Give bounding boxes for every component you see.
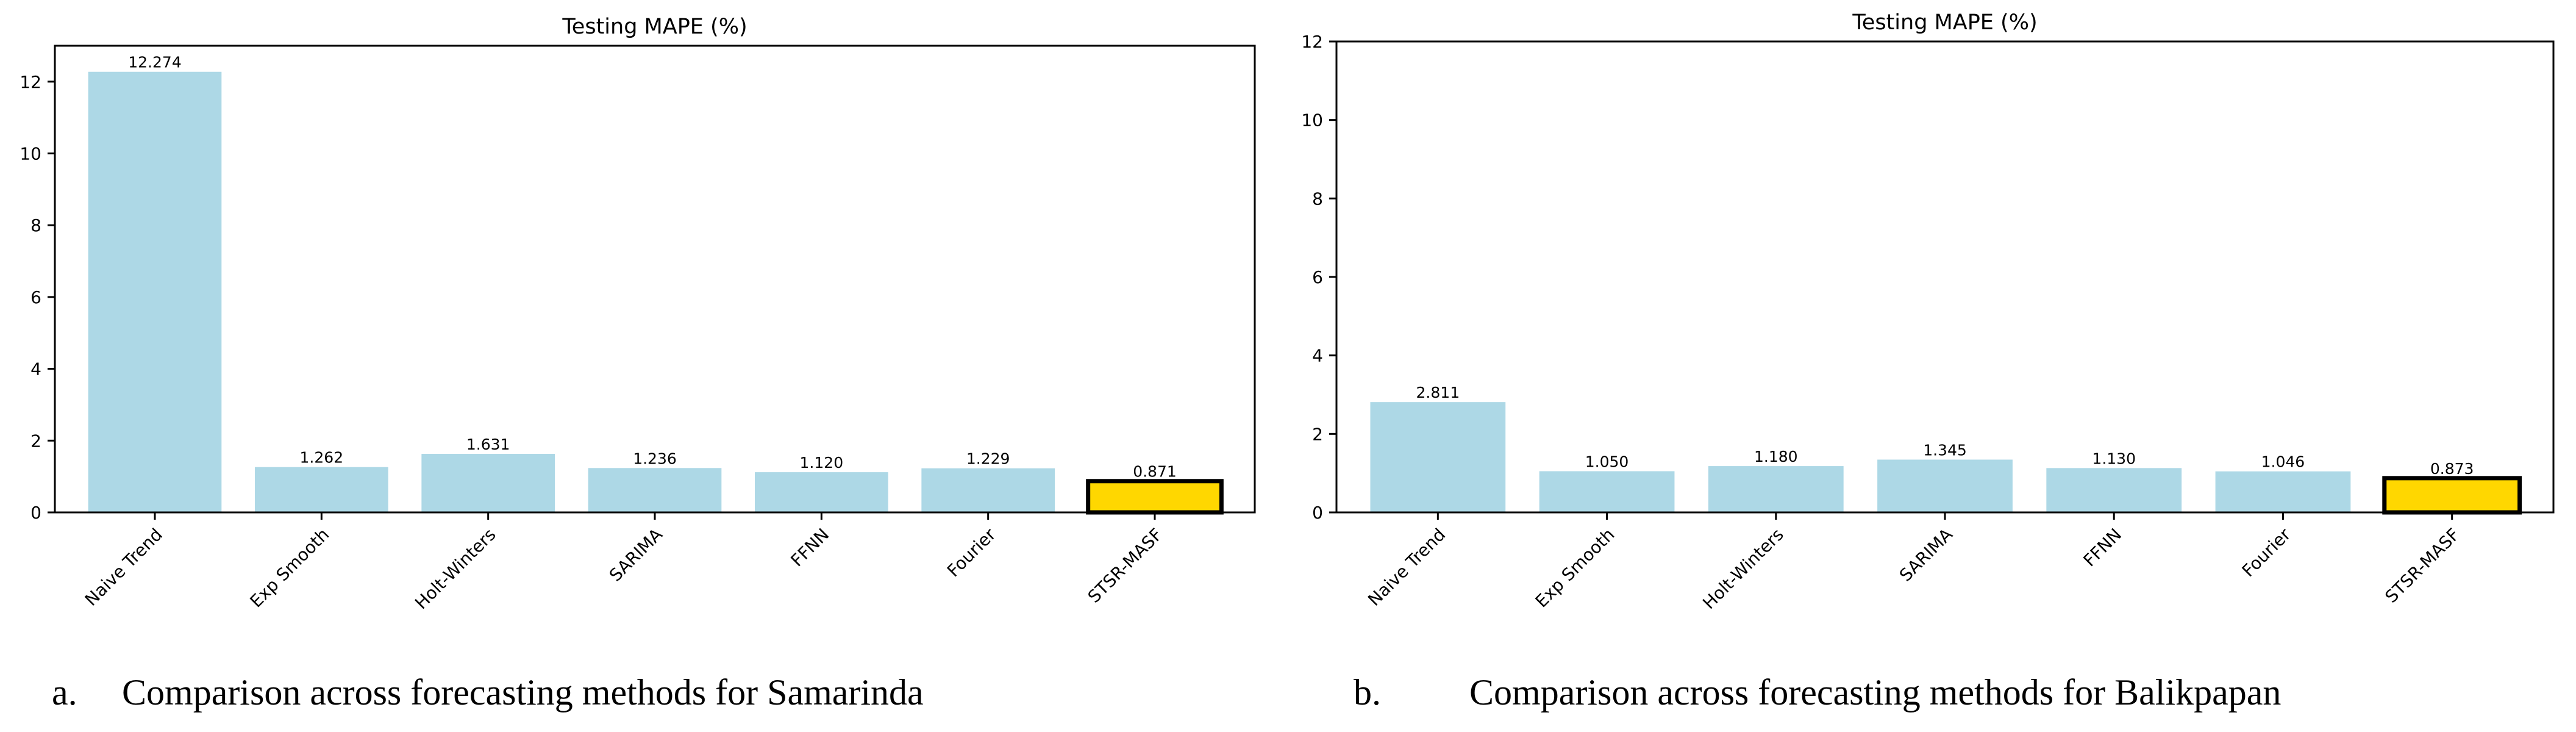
y-tick-label: 10 (1301, 110, 1323, 131)
bar-naive-trend (1370, 402, 1506, 512)
x-tick-label: SARIMA (1896, 525, 1957, 586)
y-tick-label: 4 (1312, 346, 1323, 366)
data-label: 1.120 (800, 454, 844, 472)
x-tick-label: STSR-MASF (2381, 525, 2463, 607)
bar-fourier (2215, 471, 2351, 512)
y-tick-label: 8 (1312, 188, 1323, 209)
bar-exp-smooth (255, 467, 388, 512)
x-tick-label: Fourier (2238, 524, 2295, 581)
y-tick-label: 12 (20, 72, 41, 92)
x-tick-label: Exp Smooth (1532, 525, 1619, 612)
data-label: 12.274 (128, 54, 181, 71)
bar-exp-smooth (1539, 471, 1675, 512)
data-label: 1.345 (1923, 441, 1967, 459)
bar-stsr-masf (2382, 476, 2522, 515)
bar-sarima (588, 468, 722, 512)
y-tick-label: 8 (30, 215, 41, 235)
data-label: 0.871 (1133, 463, 1177, 481)
data-label: 1.631 (466, 436, 510, 453)
bar-fourier (921, 468, 1055, 512)
caption-a-letter: a. (52, 672, 77, 712)
data-label: 1.236 (633, 450, 677, 467)
x-tick-label: Holt-Winters (411, 525, 500, 614)
chart-samarinda: Testing MAPE (%) 12.274 1.262 1.631 1.236 1.1… (20, 15, 1256, 614)
y-tick-label: 4 (30, 359, 41, 379)
y-tick-label: 2 (1312, 424, 1323, 444)
data-label: 1.050 (1585, 453, 1629, 470)
y-tick-label: 6 (30, 287, 41, 307)
y-tick-label: 6 (1312, 267, 1323, 287)
y-tick-label: 0 (30, 503, 41, 523)
caption-a: Comparison across forecasting methods fo… (122, 672, 924, 712)
x-tick-label: SARIMA (605, 525, 666, 586)
data-label: 1.046 (2261, 453, 2305, 471)
data-label: 0.873 (2430, 460, 2474, 478)
bar-holt-winters (421, 454, 555, 512)
chart-title: Testing MAPE (%) (562, 15, 747, 39)
y-tick-label: 12 (1301, 32, 1323, 52)
plot-frame (54, 45, 1256, 514)
x-tick-label: FFNN (787, 525, 833, 571)
y-tick-label: 10 (20, 144, 41, 164)
chart-balikpapan: Testing MAPE (%) 2.811 1.050 1.180 1.345 1.13… (1301, 10, 2555, 614)
data-label: 1.180 (1754, 448, 1798, 465)
y-tick-label: 2 (30, 431, 41, 451)
data-label: 1.130 (2092, 450, 2136, 467)
caption-b: Comparison across forecasting methods fo… (1469, 672, 2281, 712)
data-label: 2.811 (1416, 384, 1460, 401)
bar-ffnn (755, 472, 888, 512)
bar-stsr-masf (1086, 479, 1224, 515)
bar-sarima (1877, 459, 2013, 512)
data-label: 1.262 (300, 449, 344, 467)
caption-b-letter: b. (1354, 672, 1381, 712)
x-tick-label: Naive Trend (81, 525, 166, 610)
x-tick-label: Naive Trend (1364, 525, 1449, 610)
bar-naive-trend (88, 71, 222, 513)
data-label: 1.229 (966, 450, 1010, 468)
x-tick-label: Exp Smooth (246, 525, 333, 612)
x-tick-label: STSR-MASF (1084, 525, 1166, 607)
x-tick-label: FFNN (2079, 525, 2125, 571)
x-tick-label: Holt-Winters (1699, 525, 1788, 614)
bar-ffnn (2046, 468, 2182, 512)
bar-holt-winters (1708, 466, 1844, 512)
y-tick-label: 0 (1312, 503, 1323, 523)
chart-title: Testing MAPE (%) (1852, 10, 2037, 35)
x-tick-label: Fourier (943, 524, 1000, 581)
